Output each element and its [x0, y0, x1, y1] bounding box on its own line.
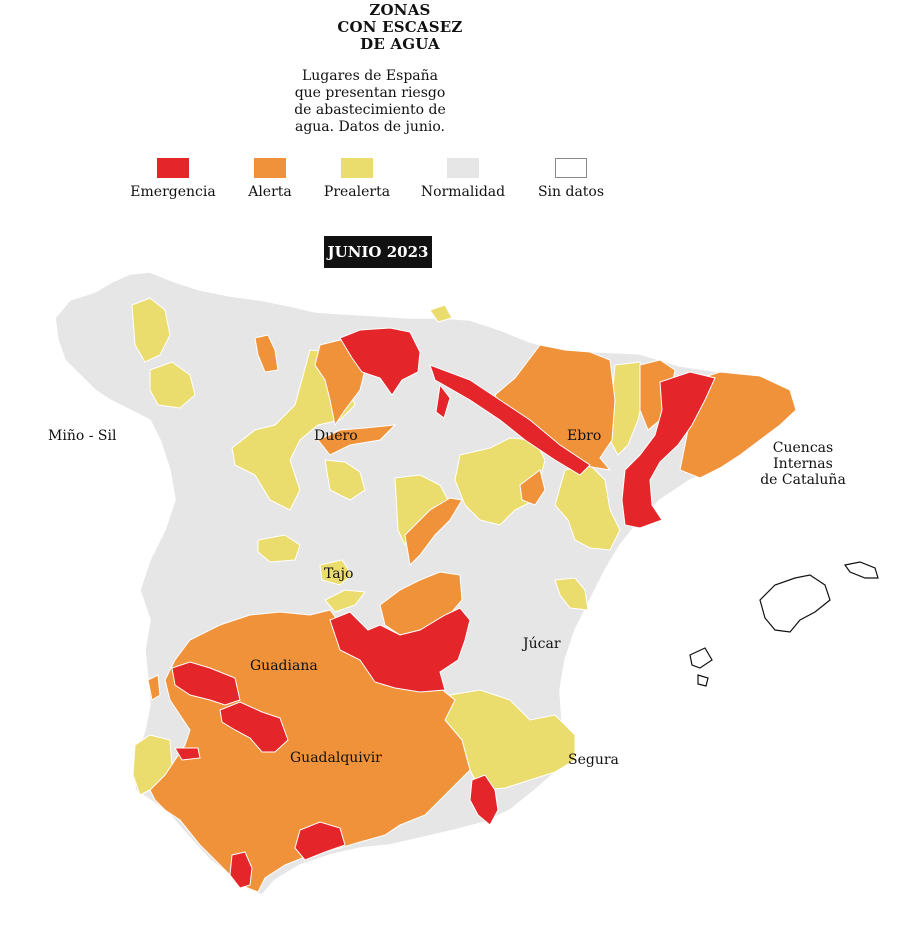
legend-swatch-sin-datos [555, 158, 587, 178]
legend-swatch-normalidad [447, 158, 479, 178]
title-line-1: ZONAS [369, 1, 431, 19]
label-duero: Duero [314, 428, 358, 444]
map-title: ZONAS CON ESCASEZ DE AGUA [250, 2, 550, 53]
subtitle-line-3: de abastecimiento de [294, 102, 446, 118]
label-mino-sil: Miño - Sil [48, 428, 117, 444]
legend-item-normalidad: Normalidad [403, 158, 523, 200]
legend-item-emergencia: Emergencia [113, 158, 233, 200]
title-line-2: CON ESCASEZ [337, 18, 463, 36]
legend-label-sin-datos: Sin datos [537, 184, 605, 200]
subtitle-line-1: Lugares de España [301, 68, 438, 84]
legend-label-emergencia: Emergencia [130, 184, 216, 200]
legend-item-prealerta: Prealerta [297, 158, 417, 200]
label-guadalquivir: Guadalquivir [290, 750, 382, 766]
label-jucar: Júcar [521, 636, 561, 652]
label-tajo: Tajo [324, 566, 353, 582]
legend-label-alerta: Alerta [248, 184, 292, 200]
label-guadiana: Guadiana [250, 658, 318, 674]
label-cuencas-internas-2: Internas [773, 456, 833, 472]
prealerta-zones [131, 297, 646, 823]
legend-label-prealerta: Prealerta [323, 184, 391, 200]
label-cuencas-internas-3: de Cataluña [760, 472, 846, 488]
legend-swatch-alerta [254, 158, 286, 178]
map-subtitle: Lugares de España que presentan riesgo d… [255, 68, 485, 136]
label-cuencas-internas-1: Cuencas [773, 440, 833, 456]
legend-swatch-emergencia [157, 158, 189, 178]
legend-item-alerta: Alerta [210, 158, 330, 200]
period-badge: JUNIO 2023 [324, 236, 432, 268]
label-segura: Segura [568, 752, 619, 768]
legend-item-sin-datos: Sin datos [511, 158, 631, 200]
subtitle-line-2: que presentan riesgo [294, 85, 446, 101]
label-ebro: Ebro [567, 428, 601, 444]
emergencia-zones [171, 327, 716, 889]
legend-swatch-prealerta [341, 158, 373, 178]
balearic-islands [689, 561, 879, 687]
subtitle-line-4: agua. Datos de junio. [294, 119, 445, 135]
legend-label-normalidad: Normalidad [420, 184, 506, 200]
title-line-3: DE AGUA [360, 35, 440, 53]
